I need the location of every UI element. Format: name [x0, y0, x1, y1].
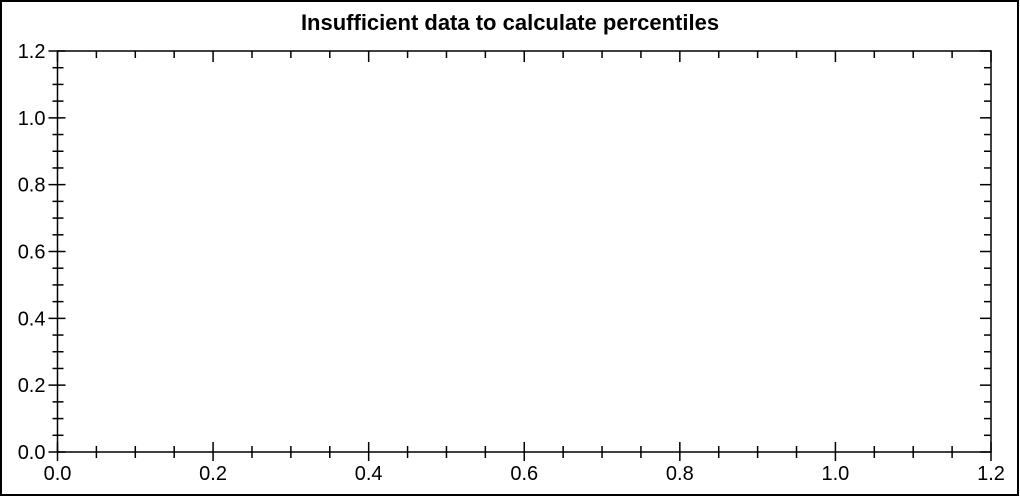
y-tick-label: 1.2 — [18, 41, 46, 63]
plot-box-spines — [56, 50, 992, 453]
y-tick-label: 0.2 — [18, 375, 46, 397]
x-tick-label: 1.0 — [822, 463, 850, 485]
x-tick-label: 0.6 — [510, 463, 538, 485]
x-tick-label: 0.0 — [44, 463, 72, 485]
x-tick-label: 0.2 — [199, 463, 227, 485]
y-tick-label: 1.0 — [18, 108, 46, 130]
x-tick-label: 0.4 — [355, 463, 383, 485]
y-tick-label: 0.0 — [18, 442, 46, 464]
x-tick-label: 0.8 — [666, 463, 694, 485]
y-tick-label: 0.4 — [18, 308, 46, 330]
x-tick-label: 1.2 — [977, 463, 1005, 485]
y-tick-label: 0.6 — [18, 242, 46, 264]
y-tick-label: 0.8 — [18, 175, 46, 197]
chart-title: Insufficient data to calculate percentil… — [301, 10, 719, 35]
